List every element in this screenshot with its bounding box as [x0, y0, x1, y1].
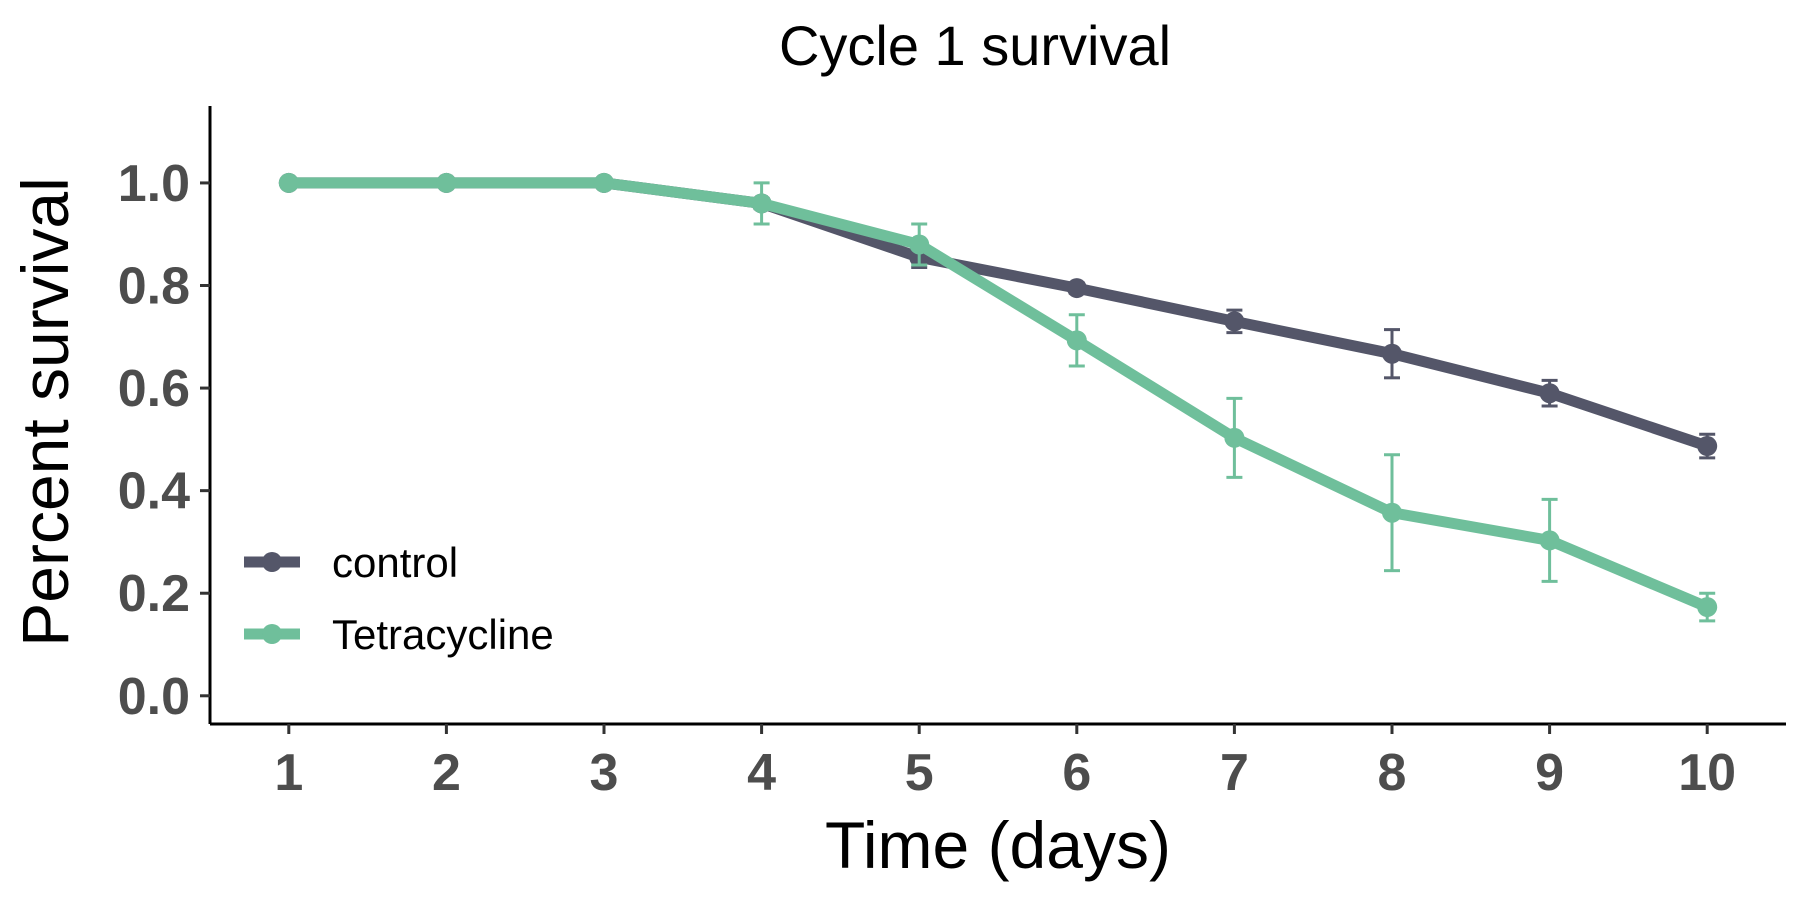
x-tick-label: 9	[1535, 744, 1564, 802]
data-point	[1066, 330, 1087, 351]
data-point	[594, 172, 614, 193]
data-point	[1697, 436, 1718, 457]
data-point	[1224, 311, 1245, 332]
x-tick-label: 1	[274, 744, 303, 802]
x-tick-label: 2	[432, 744, 461, 802]
x-tick-label: 10	[1678, 744, 1736, 802]
data-point	[751, 193, 772, 214]
data-point	[1539, 383, 1560, 404]
series-tetracycline	[278, 172, 1718, 623]
x-tick-label: 4	[747, 744, 776, 802]
data-point	[1697, 597, 1718, 618]
series-line	[283, 177, 1713, 613]
data-point	[1224, 427, 1245, 448]
legend-label: Tetracycline	[332, 611, 554, 658]
y-axis-ticks: 0.0 0.2 0.4 0.6 0.8 1.0	[118, 155, 210, 726]
data-point	[436, 172, 457, 193]
legend: control Tetracycline	[244, 539, 554, 658]
data-point	[1382, 502, 1402, 523]
data-point	[909, 234, 930, 255]
y-tick-label: 0.6	[118, 360, 190, 418]
data-point	[278, 172, 299, 193]
legend-label: control	[332, 539, 458, 586]
x-tick-label: 3	[590, 744, 619, 802]
data-point	[1066, 278, 1087, 299]
x-tick-label: 6	[1062, 744, 1091, 802]
chart-title: Cycle 1 survival	[779, 14, 1171, 77]
series-layer	[278, 172, 1718, 623]
x-axis-ticks: 1 2 3 4 5 6 7 8 9 10	[274, 724, 1736, 802]
series-line	[283, 177, 1713, 452]
x-tick-label: 5	[905, 744, 934, 802]
x-tick-label: 8	[1378, 744, 1407, 802]
y-tick-label: 0.2	[118, 565, 190, 623]
y-tick-label: 0.4	[118, 463, 190, 521]
y-tick-label: 1.0	[118, 155, 190, 213]
legend-key-point	[262, 552, 282, 572]
series-control	[278, 172, 1718, 460]
x-tick-label: 7	[1220, 744, 1249, 802]
x-axis-title: Time (days)	[825, 808, 1171, 882]
y-tick-label: 0.0	[118, 668, 190, 726]
data-point	[1539, 530, 1560, 551]
data-point	[1382, 343, 1402, 364]
y-tick-label: 0.8	[118, 258, 190, 316]
legend-key-point	[262, 624, 282, 644]
y-axis-title: Percent survival	[8, 177, 82, 647]
